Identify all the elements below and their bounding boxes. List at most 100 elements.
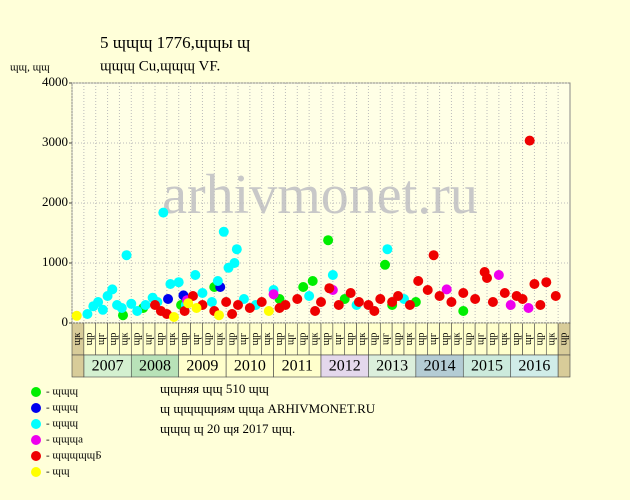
point	[218, 226, 229, 237]
legend-label: - ɰɰɰ	[46, 402, 79, 414]
point	[197, 288, 208, 298]
point	[97, 304, 108, 315]
point	[256, 297, 267, 307]
column-label: ɰг	[143, 333, 154, 345]
column-label: ɰр	[155, 333, 166, 346]
legend-swatch	[31, 387, 41, 397]
point	[541, 277, 552, 288]
column-label: ɰг	[96, 333, 107, 345]
year-label: 2011	[282, 358, 313, 375]
point	[107, 284, 118, 295]
column-label: ɰр	[511, 333, 522, 346]
point	[212, 276, 223, 286]
column-label: ɰр	[464, 333, 475, 346]
column-label: ɰр	[535, 333, 546, 346]
column-label: ɰр	[250, 333, 261, 346]
point	[298, 282, 309, 292]
point	[323, 235, 334, 246]
point	[523, 303, 534, 313]
column-label: ɰр	[321, 333, 332, 346]
year-cell	[71, 354, 85, 378]
point	[458, 306, 469, 316]
column-label: ɰк	[72, 333, 83, 346]
point	[345, 288, 356, 298]
year-label: 2007	[92, 358, 124, 375]
point	[206, 297, 217, 307]
point	[353, 297, 364, 307]
year-cell	[557, 354, 571, 378]
point	[268, 289, 279, 300]
point	[190, 270, 201, 280]
note: ɰɰняя ɰɰ 510 ɰɰ	[160, 381, 269, 396]
point	[482, 273, 492, 283]
point	[422, 285, 433, 295]
column-label: ɰр	[203, 333, 214, 346]
legend-swatch	[31, 403, 41, 413]
point	[231, 244, 242, 255]
point	[126, 298, 137, 309]
chart-title: 5 ɰɰɰ 1776,ɰɰы ɰ	[100, 33, 250, 52]
note: ɰɰɰ ɰ 20 ɰя 2017 ɰɰ.	[160, 421, 295, 436]
column-label: ɰр	[179, 333, 190, 346]
note: ɰ ɰɰɰɰиям ɰɰа ARHIVMONET.RU	[160, 401, 376, 416]
legend-swatch	[31, 451, 41, 461]
year-label: 2014	[424, 358, 456, 375]
y-tick-label: 2000	[42, 194, 68, 209]
column-label: ɰр	[440, 333, 451, 346]
legend-label: - ɰɰɰɰɰБ	[46, 450, 102, 462]
column-label: ɰг	[428, 333, 439, 345]
column-label: ɰк	[167, 333, 178, 346]
point	[121, 250, 132, 261]
year-label: 2016	[518, 358, 550, 375]
point	[327, 270, 338, 280]
point	[524, 135, 535, 146]
y-tick-label: 3000	[42, 134, 68, 149]
point	[434, 291, 445, 301]
point	[529, 279, 540, 289]
column-label: ɰр	[132, 333, 143, 346]
column-label: ɰр	[487, 333, 498, 346]
year-label: 2010	[234, 358, 266, 375]
point	[244, 303, 255, 313]
point	[375, 294, 386, 304]
point	[183, 298, 194, 309]
point	[132, 306, 143, 316]
column-label: ɰг	[238, 333, 249, 345]
column-label: ɰр	[392, 333, 403, 346]
point	[333, 300, 344, 310]
legend-label: - ɰɰɰ	[46, 418, 79, 430]
column-label: ɰг	[523, 333, 534, 345]
column-label: ɰк	[452, 333, 463, 346]
point	[158, 207, 169, 218]
point	[324, 283, 335, 294]
point	[380, 259, 391, 270]
point	[229, 258, 240, 268]
point	[310, 306, 321, 316]
point	[458, 288, 469, 298]
column-label: ɰр	[274, 333, 285, 346]
point	[168, 312, 179, 322]
column-label: ɰк	[357, 333, 368, 346]
legend-label: - ɰɰ	[46, 466, 70, 478]
column-label: ɰк	[309, 333, 320, 346]
column-label: ɰг	[475, 333, 486, 345]
point	[221, 297, 232, 307]
point	[441, 284, 452, 295]
point	[227, 309, 238, 319]
point	[316, 297, 326, 307]
column-label: ɰк	[120, 333, 131, 346]
y-tick-label: 4000	[42, 74, 68, 89]
column-label: ɰр	[369, 333, 380, 346]
point	[140, 300, 151, 310]
point	[446, 297, 457, 307]
legend-swatch	[31, 435, 41, 445]
point	[71, 310, 82, 321]
point	[413, 276, 424, 286]
point	[233, 300, 243, 310]
point	[535, 300, 546, 310]
point	[470, 294, 481, 304]
column-label: ɰг	[381, 333, 392, 345]
point	[487, 297, 498, 307]
year-label: 2009	[186, 358, 218, 375]
